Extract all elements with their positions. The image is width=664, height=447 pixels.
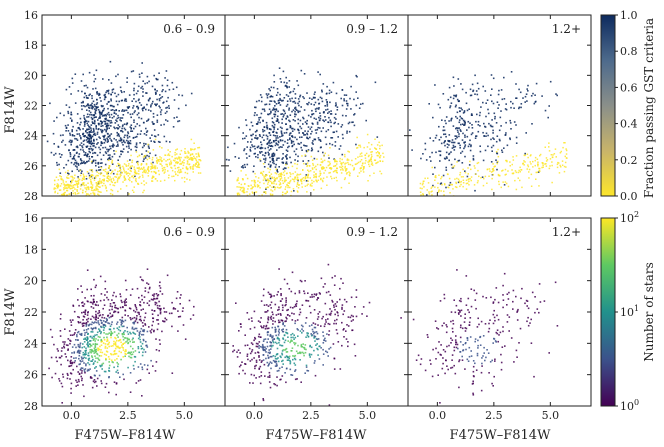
colorbar-tick-label: 0.8 [620, 45, 638, 58]
y-tick-label: 18 [24, 243, 38, 256]
panel-fraction-3: 1.2+ [409, 22, 581, 196]
colorbar-counts [600, 217, 616, 407]
panel-fraction-1: 0.6 – 0.9 [46, 22, 215, 196]
panel-counts-2: 0.9 – 1.2 [232, 225, 402, 406]
colorbar-label-fraction: Fraction passing GST criteria [642, 18, 656, 198]
colorbar-tick-label: 101 [620, 304, 639, 319]
panel-label-fraction-2: 0.9 – 1.2 [346, 22, 398, 36]
y-axis-label-bottom: F814W [3, 288, 18, 336]
colorbar-tick-label: 0.4 [620, 118, 638, 131]
density-cloud-fraction-2 [225, 67, 385, 196]
colorbar-tick-label: 0.2 [620, 154, 638, 167]
x-tick-label: 2.5 [302, 409, 320, 422]
panel-counts-1: 0.6 – 0.9 [48, 225, 215, 404]
y-tick-label: 20 [24, 275, 38, 288]
colorbar-label-counts: Number of stars [642, 262, 656, 361]
x-tick-label: 2.5 [485, 409, 503, 422]
x-tick-label: 5.0 [359, 409, 377, 422]
y-tick-label: 16 [24, 212, 38, 225]
y-tick-label: 20 [24, 69, 38, 82]
y-tick-label: 28 [24, 190, 38, 203]
x-tick-label: 5.0 [542, 409, 560, 422]
x-tick-label: 0.0 [429, 409, 447, 422]
y-tick-label: 26 [24, 369, 38, 382]
y-tick-label: 18 [24, 39, 38, 52]
panel-frame [407, 217, 592, 407]
panel-label-counts-1: 0.6 – 0.9 [163, 225, 215, 239]
y-tick-label: 24 [24, 130, 38, 143]
density-cloud-counts-3 [412, 269, 559, 404]
density-cloud-fraction-1 [46, 60, 202, 196]
x-tick-label: 0.0 [63, 409, 81, 422]
y-tick-label: 22 [24, 100, 38, 113]
axes-layer: 16 18 20 22 24 26 28 16 18 20 22 24 26 28 0.0 2.5 5.0 0.0… [24, 9, 639, 422]
x-axis-label-1: F475W–F814W [75, 428, 177, 443]
panel-label-counts-3: 1.2+ [552, 225, 581, 239]
panel-counts-3: 1.2+ [412, 225, 581, 404]
density-cloud-counts-1 [48, 268, 195, 404]
colorbar-tick-label: 1.0 [620, 9, 638, 22]
colorbar-fraction [600, 14, 616, 197]
panels-layer: 0.6 – 0.9 0.9 – 1.2 1.2+ 0.6 – 0.9 0.9 – 1.2… [46, 22, 581, 406]
density-cloud-counts-2 [232, 263, 402, 406]
y-tick-label: 16 [24, 9, 38, 22]
y-tick-label: 26 [24, 160, 38, 173]
y-tick-label: 22 [24, 306, 38, 319]
panel-frame [41, 217, 226, 407]
colorbar-tick-label: 102 [620, 210, 639, 225]
density-cloud-fraction-3 [409, 71, 568, 196]
colorbar-tick-label: 0.0 [620, 190, 638, 203]
x-tick-label: 2.5 [119, 409, 137, 422]
colorbar-tick-label: 0.6 [620, 81, 638, 94]
x-axis-label-3: F475W–F814W [450, 428, 552, 443]
panel-label-fraction-3: 1.2+ [552, 22, 581, 36]
panel-frame [224, 217, 409, 407]
x-axis-label-2: F475W–F814W [266, 428, 368, 443]
y-tick-label: 28 [24, 400, 38, 413]
panel-fraction-2: 0.9 – 1.2 [225, 22, 398, 196]
y-axis-label-top: F814W [3, 86, 18, 134]
x-tick-label: 0.0 [246, 409, 264, 422]
panel-label-fraction-1: 0.6 – 0.9 [163, 22, 215, 36]
panel-label-counts-2: 0.9 – 1.2 [346, 225, 398, 239]
x-tick-label: 5.0 [176, 409, 194, 422]
y-tick-label: 24 [24, 337, 38, 350]
colorbar-tick-label: 100 [620, 398, 639, 413]
